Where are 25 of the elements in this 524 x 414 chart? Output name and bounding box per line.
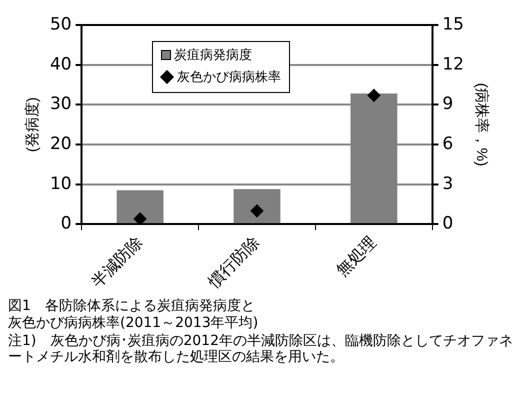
y-tick-label: 0 bbox=[60, 214, 72, 234]
y2-tick-label: 12 bbox=[442, 54, 464, 74]
x-tick-label: 慣行防除 bbox=[204, 233, 263, 292]
y2-tick-label: 0 bbox=[442, 214, 454, 234]
y2-tick-label: 15 bbox=[442, 14, 464, 34]
text: 注1) 灰色かび病･炭疽病の2012年の半減防除区は、臨機防除としてチオファネートメチル水和剤を散布した処理区の結果を用いた。 bbox=[8, 333, 514, 365]
point bbox=[134, 212, 147, 224]
y2-tick-label: 9 bbox=[442, 94, 454, 114]
x-tick-label: 無処理 bbox=[334, 234, 380, 280]
y2-tick-label: 6 bbox=[442, 134, 454, 154]
y-tick-label: 30 bbox=[50, 94, 72, 114]
y-tick-label: 50 bbox=[50, 14, 72, 34]
y-axis-title: (発病度) bbox=[24, 97, 42, 152]
y2-axis-title: (病株率，%) bbox=[472, 82, 490, 166]
bar bbox=[116, 190, 164, 224]
x-tick-label: 半減防除 bbox=[88, 233, 146, 292]
y-tick-label: 20 bbox=[50, 134, 72, 154]
y-tick-label: 40 bbox=[50, 54, 72, 74]
legend-label: 炭疽病発病度 bbox=[173, 47, 253, 65]
bar bbox=[234, 189, 280, 224]
y-tick-label: 10 bbox=[50, 174, 72, 194]
legend-label: 灰色かび病病株率 bbox=[176, 69, 281, 87]
point bbox=[367, 88, 380, 102]
text: 図1 各防除体系による炭疽病発病度と灰色かび病病株率(2011～2013年平均) bbox=[8, 298, 260, 332]
y2-tick-label: 3 bbox=[442, 174, 454, 194]
